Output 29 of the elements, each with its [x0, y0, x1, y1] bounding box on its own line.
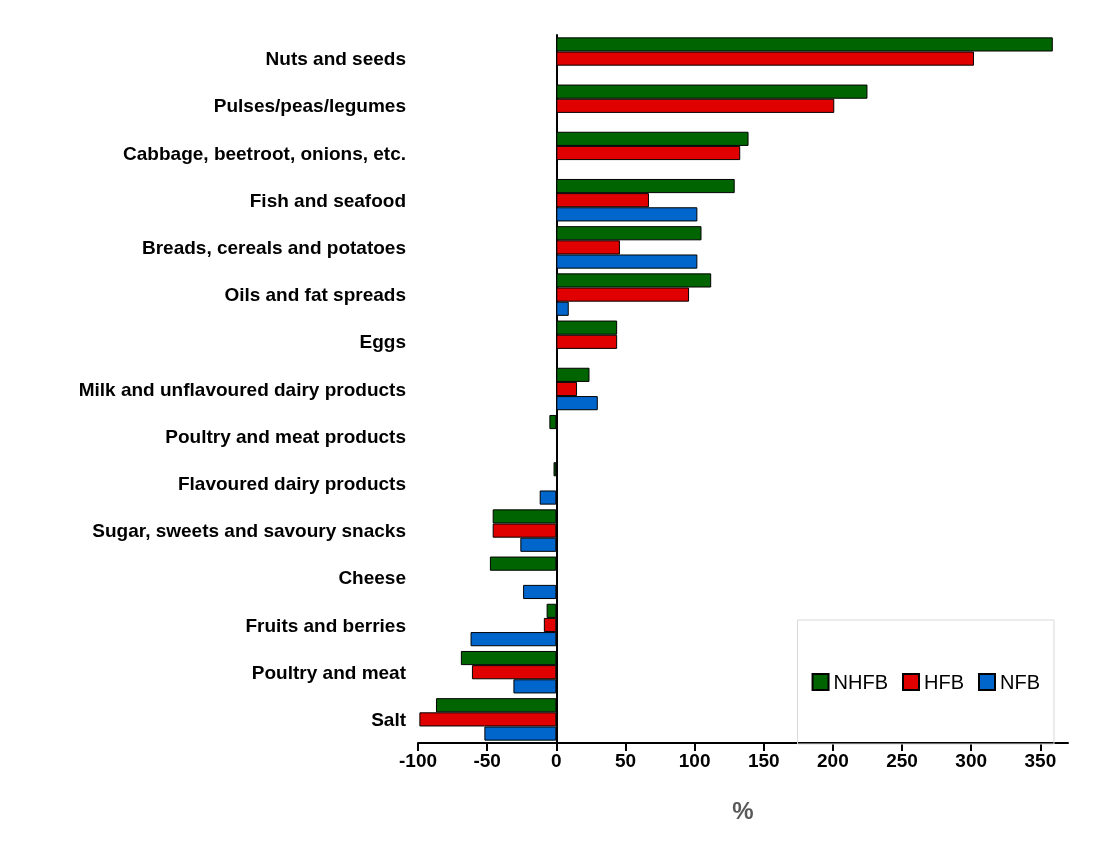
y-tick-label: Poultry and meat products [165, 425, 406, 447]
y-tick-label: Salt [371, 708, 407, 730]
x-tick-label: 200 [817, 750, 849, 771]
y-tick-label: Eggs [359, 331, 406, 353]
x-tick-label: 250 [886, 750, 918, 771]
y-tick-label: Milk and unflavoured dairy products [78, 378, 406, 400]
y-tick-label: Sugar, sweets and savoury snacks [92, 520, 406, 542]
y-tick-label: Cheese [338, 567, 406, 589]
x-axis-title: % [732, 796, 754, 824]
y-tick-label: Cabbage, beetroot, onions, etc. [123, 142, 406, 164]
x-tick-label: 50 [614, 750, 637, 771]
y-tick-label: Breads, cereals and potatoes [142, 236, 406, 258]
y-tick-label: Nuts and seeds [265, 48, 406, 70]
y-tick-label: Fish and seafood [249, 189, 406, 211]
x-tick-label: 150 [747, 750, 780, 771]
y-tick-label: Flavoured dairy products [177, 472, 406, 494]
legend-label: NHFB [833, 671, 889, 693]
x-tick-label: -50 [473, 750, 501, 771]
x-tick-label: -100 [398, 750, 438, 771]
x-tick-label: 100 [678, 750, 711, 771]
legend-label: NFB [1000, 671, 1040, 693]
y-tick-label: Poultry and meat [251, 661, 407, 683]
y-tick-label: Pulses/peas/legumes [213, 95, 406, 117]
x-tick-label: 0 [551, 750, 562, 771]
y-tick-label: Fruits and berries [245, 614, 406, 636]
legend-label: HFB [924, 671, 964, 693]
x-tick-label: 300 [955, 750, 988, 771]
y-tick-label: Oils and fat spreads [224, 284, 406, 306]
x-tick-label: 350 [1024, 750, 1057, 771]
